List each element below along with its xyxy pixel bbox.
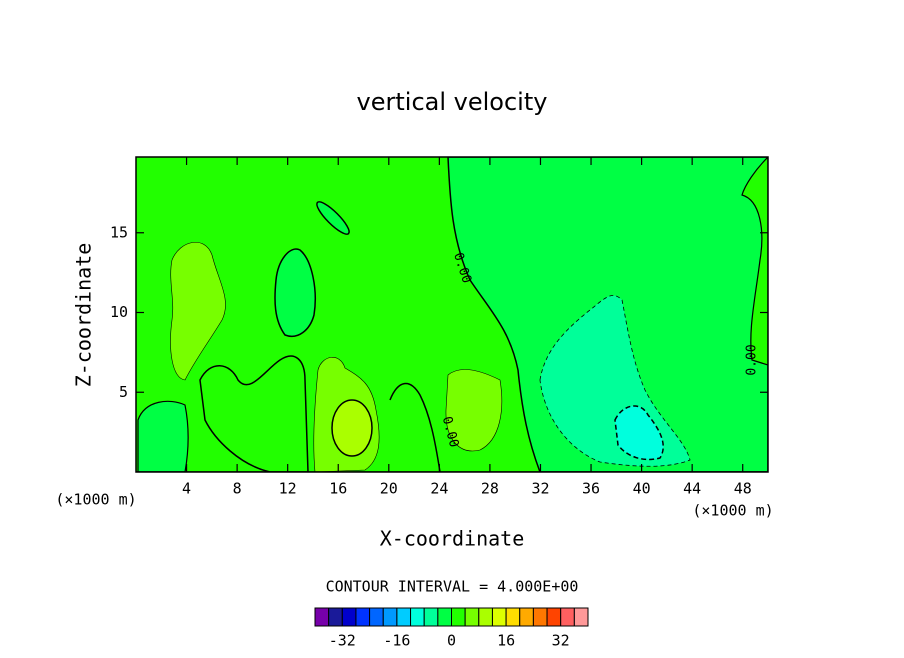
colorbar-box — [396, 607, 412, 627]
colorbar-box — [464, 607, 480, 627]
plot-frame — [135, 156, 769, 473]
colorbar-box — [437, 607, 453, 627]
field-region — [316, 201, 350, 235]
contour-interval: CONTOUR INTERVAL = 4.000E+00 — [326, 578, 579, 596]
field-region — [274, 248, 316, 337]
x-tick-label: 4 — [182, 480, 191, 498]
colorbar-box — [382, 607, 398, 627]
x-tick-label: 12 — [279, 480, 297, 498]
y-tick-label: 15 — [110, 223, 128, 241]
x-tick-label: 40 — [633, 480, 651, 498]
colorbar-tick-label: 0 — [447, 632, 456, 650]
colorbar-box — [519, 607, 534, 627]
colorbar-box — [328, 607, 343, 627]
colorbar-box — [451, 607, 466, 627]
colorbar-box — [314, 607, 330, 627]
contour-line — [389, 382, 441, 472]
x-tick-label: 32 — [531, 480, 549, 498]
x-tick-label: 20 — [380, 480, 398, 498]
x-unit-label: (×1000 m) — [692, 502, 773, 520]
field-region — [137, 400, 189, 472]
colorbar-tick-label: -32 — [329, 632, 356, 650]
x-tick-label: 24 — [430, 480, 448, 498]
colorbar-tick-label: 32 — [552, 632, 570, 650]
contour-field — [136, 157, 768, 472]
colorbar-box — [341, 607, 357, 627]
x-tick-label: 28 — [481, 480, 499, 498]
x-tick-label: 44 — [683, 480, 701, 498]
field-region — [445, 369, 503, 452]
colorbar-box — [491, 607, 507, 627]
chart-title: vertical velocity — [357, 88, 548, 116]
colorbar-box — [560, 607, 575, 627]
y-tick-label: 10 — [110, 303, 128, 321]
colorbar-box — [369, 607, 384, 627]
colorbar-box — [410, 607, 425, 627]
colorbar-box — [355, 607, 371, 627]
colorbar-box — [423, 607, 439, 627]
y-axis-label: Z-coordinate — [72, 243, 96, 388]
contour-line — [199, 355, 309, 472]
colorbar-box — [573, 607, 589, 627]
field-region — [614, 405, 664, 461]
y-tick-label: 5 — [119, 383, 128, 401]
colorbar-box — [546, 607, 562, 627]
colorbar-box — [478, 607, 493, 627]
colorbar-tick-label: 16 — [497, 632, 515, 650]
colorbar-box — [505, 607, 521, 627]
x-tick-label: 16 — [329, 480, 347, 498]
field-region — [331, 399, 373, 457]
x-tick-label: 36 — [582, 480, 600, 498]
x-tick-label: 8 — [233, 480, 242, 498]
x-axis-label: X-coordinate — [380, 527, 525, 551]
x-tick-label: 48 — [734, 480, 752, 498]
axes: 4 8 12 16 20 24 28 32 36 40 44 48510150.000.000.00-… — [110, 157, 768, 650]
contour-label: 0.00 — [745, 344, 760, 375]
colorbar-tick-label: -16 — [383, 632, 410, 650]
colorbar-box — [532, 607, 548, 627]
x-unit-label: (×1000 m) — [55, 491, 136, 509]
field-region — [170, 241, 226, 381]
